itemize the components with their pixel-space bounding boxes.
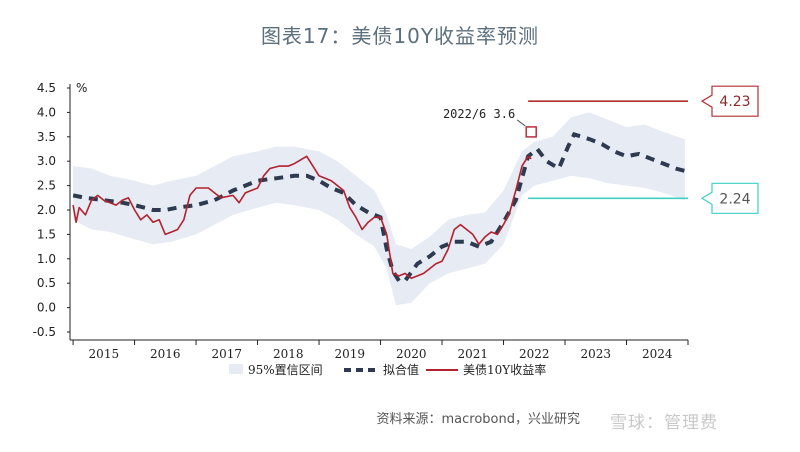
y-tick-label: 3.0: [37, 154, 56, 168]
series-layer: [72, 131, 686, 283]
y-unit-label: %: [76, 81, 87, 95]
legend-label-actual: 美债10Y收益率: [463, 362, 546, 377]
y-tick-label: 0.0: [37, 301, 56, 315]
confidence-band: [73, 112, 685, 306]
x-tick-label: 2015: [89, 347, 120, 361]
legend-label-band: 95%置信区间: [248, 363, 323, 377]
legend: 95%置信区间 拟合值 美债10Y收益率: [229, 362, 546, 377]
y-tick-label: 4.0: [37, 105, 56, 119]
y-tick-label: 4.5: [37, 81, 56, 95]
legend-label-fit: 拟合值: [383, 362, 419, 377]
source-note: 资料来源：macrobond，兴业研究: [376, 412, 581, 427]
annotation-label: 2022/6 3.6: [443, 107, 515, 121]
x-tick-label: 2021: [458, 347, 489, 361]
legend-swatch-band: [229, 364, 243, 374]
confidence-band-layer: [73, 112, 685, 306]
annotation-marker: [525, 126, 537, 138]
y-tick-label: 1.0: [37, 252, 56, 266]
y-tick-label: 1.5: [37, 227, 56, 241]
x-tick-label: 2022: [519, 347, 550, 361]
annotation-leader: [516, 119, 526, 127]
axis-layer: 4.5 4.0 3.5 3.0 2.5 2.0 1.5 1.0 0.5 0.0 -0.5% 2015 2…: [33, 81, 689, 361]
x-tick-label: 2024: [642, 347, 673, 361]
x-tick-label: 2023: [580, 347, 611, 361]
x-tick-label: 2017: [212, 347, 243, 361]
us10y-yield-line: [72, 155, 532, 280]
y-tick-label: 2.5: [37, 179, 56, 193]
x-tick-label: 2018: [273, 347, 304, 361]
chart-title: 图表17：美债10Y收益率预测: [260, 24, 540, 48]
callout-label-2.24: 2.24: [719, 191, 750, 207]
x-tick-label: 2019: [335, 347, 366, 361]
fitted-value-line: [72, 131, 686, 283]
annotation-layer: 2022/6 3.6: [443, 107, 537, 138]
y-tick-label: 2.0: [37, 203, 56, 217]
reference-lines-layer: 4.23 2.24: [528, 85, 759, 214]
callout-box-4.23: [700, 85, 759, 117]
y-tick-label: 3.5: [37, 130, 56, 144]
x-tick-label: 2020: [396, 347, 427, 361]
callout-box-2.24: [700, 182, 759, 214]
watermark: 雪球：管理费: [610, 413, 718, 433]
callout-label-4.23: 4.23: [719, 94, 750, 110]
y-tick-label: 0.5: [37, 276, 56, 290]
x-tick-label: 2016: [150, 347, 181, 361]
y-tick-label: -0.5: [33, 325, 56, 339]
